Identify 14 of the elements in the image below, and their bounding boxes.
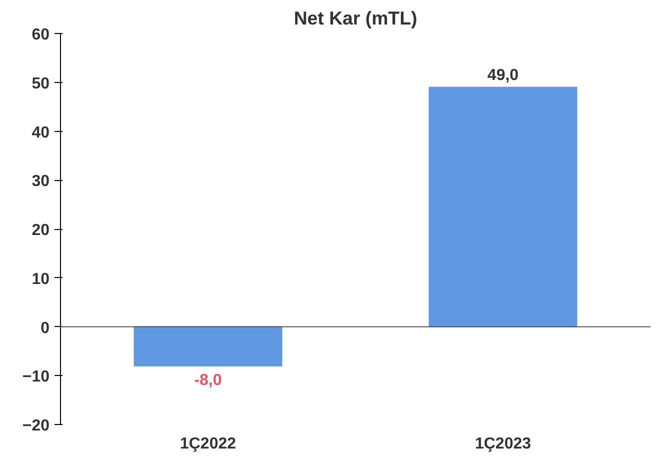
x-tick-label: 1Ç2022	[180, 436, 236, 452]
y-tick-label: 0	[40, 320, 50, 337]
y-tick-label: −10	[22, 368, 50, 386]
y-tick-label: 30	[32, 173, 50, 190]
y-tick-label: 60	[32, 26, 50, 44]
data-label: -8,0	[194, 372, 222, 390]
chart-title: Net Kar (mTL)	[294, 8, 418, 28]
y-tick-label: 50	[32, 75, 50, 92]
y-tick-label: 10	[32, 270, 50, 288]
x-tick-label: 1Ç2023	[474, 436, 532, 452]
y-tick-label: −20	[22, 418, 50, 434]
data-label: 49,0	[487, 66, 519, 84]
y-tick-label: 40	[32, 124, 50, 142]
y-tick-label: 20	[32, 222, 50, 239]
